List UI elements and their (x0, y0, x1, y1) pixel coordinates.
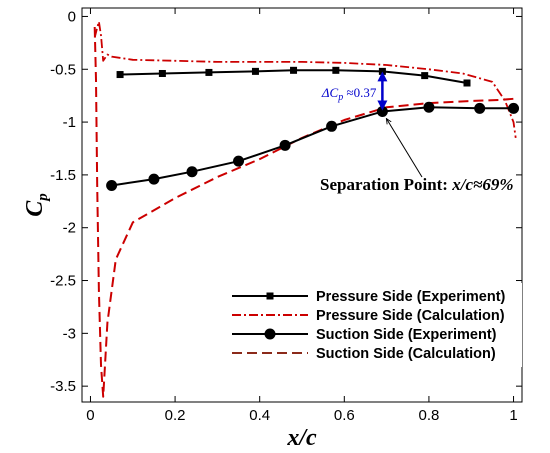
y-tick-label: -2.5 (50, 273, 76, 290)
circle-marker (474, 102, 486, 114)
square-marker (251, 67, 259, 75)
plot-frame (81, 7, 523, 403)
x-tick-label: 0.8 (418, 407, 439, 424)
delta-annotation: ΔCp ≈0.37 (321, 71, 388, 111)
x-tick-label: 0.6 (334, 407, 355, 424)
circle-marker (233, 155, 245, 167)
series-line (93, 20, 517, 139)
x-tick-label: 1 (509, 407, 517, 424)
y-tick-label: -0.5 (50, 61, 76, 78)
x-axis-title: x/c (286, 425, 317, 451)
series-line (111, 106, 514, 187)
x-axis-ticks: 0 0.2 0.4 0.6 0.8 1 (86, 8, 518, 424)
y-tick-label: -1 (63, 114, 76, 131)
y-tick-label: 0 (68, 8, 76, 25)
circle-marker (186, 166, 198, 178)
square-marker (378, 67, 386, 75)
legend-label: Pressure Side (Calculation) (316, 308, 505, 324)
delta-label: ΔCp ≈0.37 (321, 85, 377, 103)
legend-item-suction-calc: Suction Side (Calculation) (232, 346, 496, 362)
square-marker (332, 66, 340, 74)
separation-arrow (386, 119, 423, 178)
legend-label: Suction Side (Calculation) (316, 346, 496, 362)
y-tick-label: -3 (63, 325, 76, 342)
y-axis-title: Cp (22, 193, 51, 217)
y-tick-label: -3.5 (50, 378, 76, 395)
circle-marker (148, 173, 160, 185)
circle-marker (376, 106, 388, 118)
y-tick-label: -2 (63, 220, 76, 237)
legend-label: Pressure Side (Experiment) (316, 289, 506, 305)
square-marker (463, 79, 471, 87)
square-marker (158, 69, 166, 77)
x-tick-label: 0 (86, 407, 94, 424)
legend-item-suction-exp: Suction Side (Experiment) (232, 327, 497, 343)
legend-circle-marker (264, 328, 276, 340)
square-marker (290, 66, 298, 74)
legend-item-pressure-exp: Pressure Side (Experiment) (232, 289, 506, 305)
x-tick-label: 0.4 (249, 407, 270, 424)
circle-marker (279, 139, 291, 151)
circle-marker (326, 120, 338, 132)
circle-marker (508, 102, 520, 114)
square-marker (205, 68, 213, 76)
legend: Pressure Side (Experiment) Pressure Side… (226, 283, 522, 367)
legend-square-marker (266, 292, 274, 300)
square-marker (421, 72, 429, 80)
y-tick-label: -1.5 (50, 167, 76, 184)
series-0 (116, 66, 471, 87)
y-axis-ticks: 0 -0.5 -1 -1.5 -2 -2.5 -3 -3.5 (50, 8, 522, 395)
x-tick-label: 0.2 (165, 407, 186, 424)
circle-marker (423, 101, 435, 113)
series-layer (93, 20, 520, 398)
series-2 (106, 101, 520, 191)
square-marker (116, 71, 124, 79)
separation-annotation: Separation Point: x/c≈69% (320, 119, 514, 194)
legend-label: Suction Side (Experiment) (316, 327, 497, 343)
legend-item-pressure-calc: Pressure Side (Calculation) (232, 308, 505, 324)
circle-marker (106, 179, 118, 191)
separation-label: Separation Point: x/c≈69% (320, 175, 514, 194)
series-1 (93, 20, 517, 139)
